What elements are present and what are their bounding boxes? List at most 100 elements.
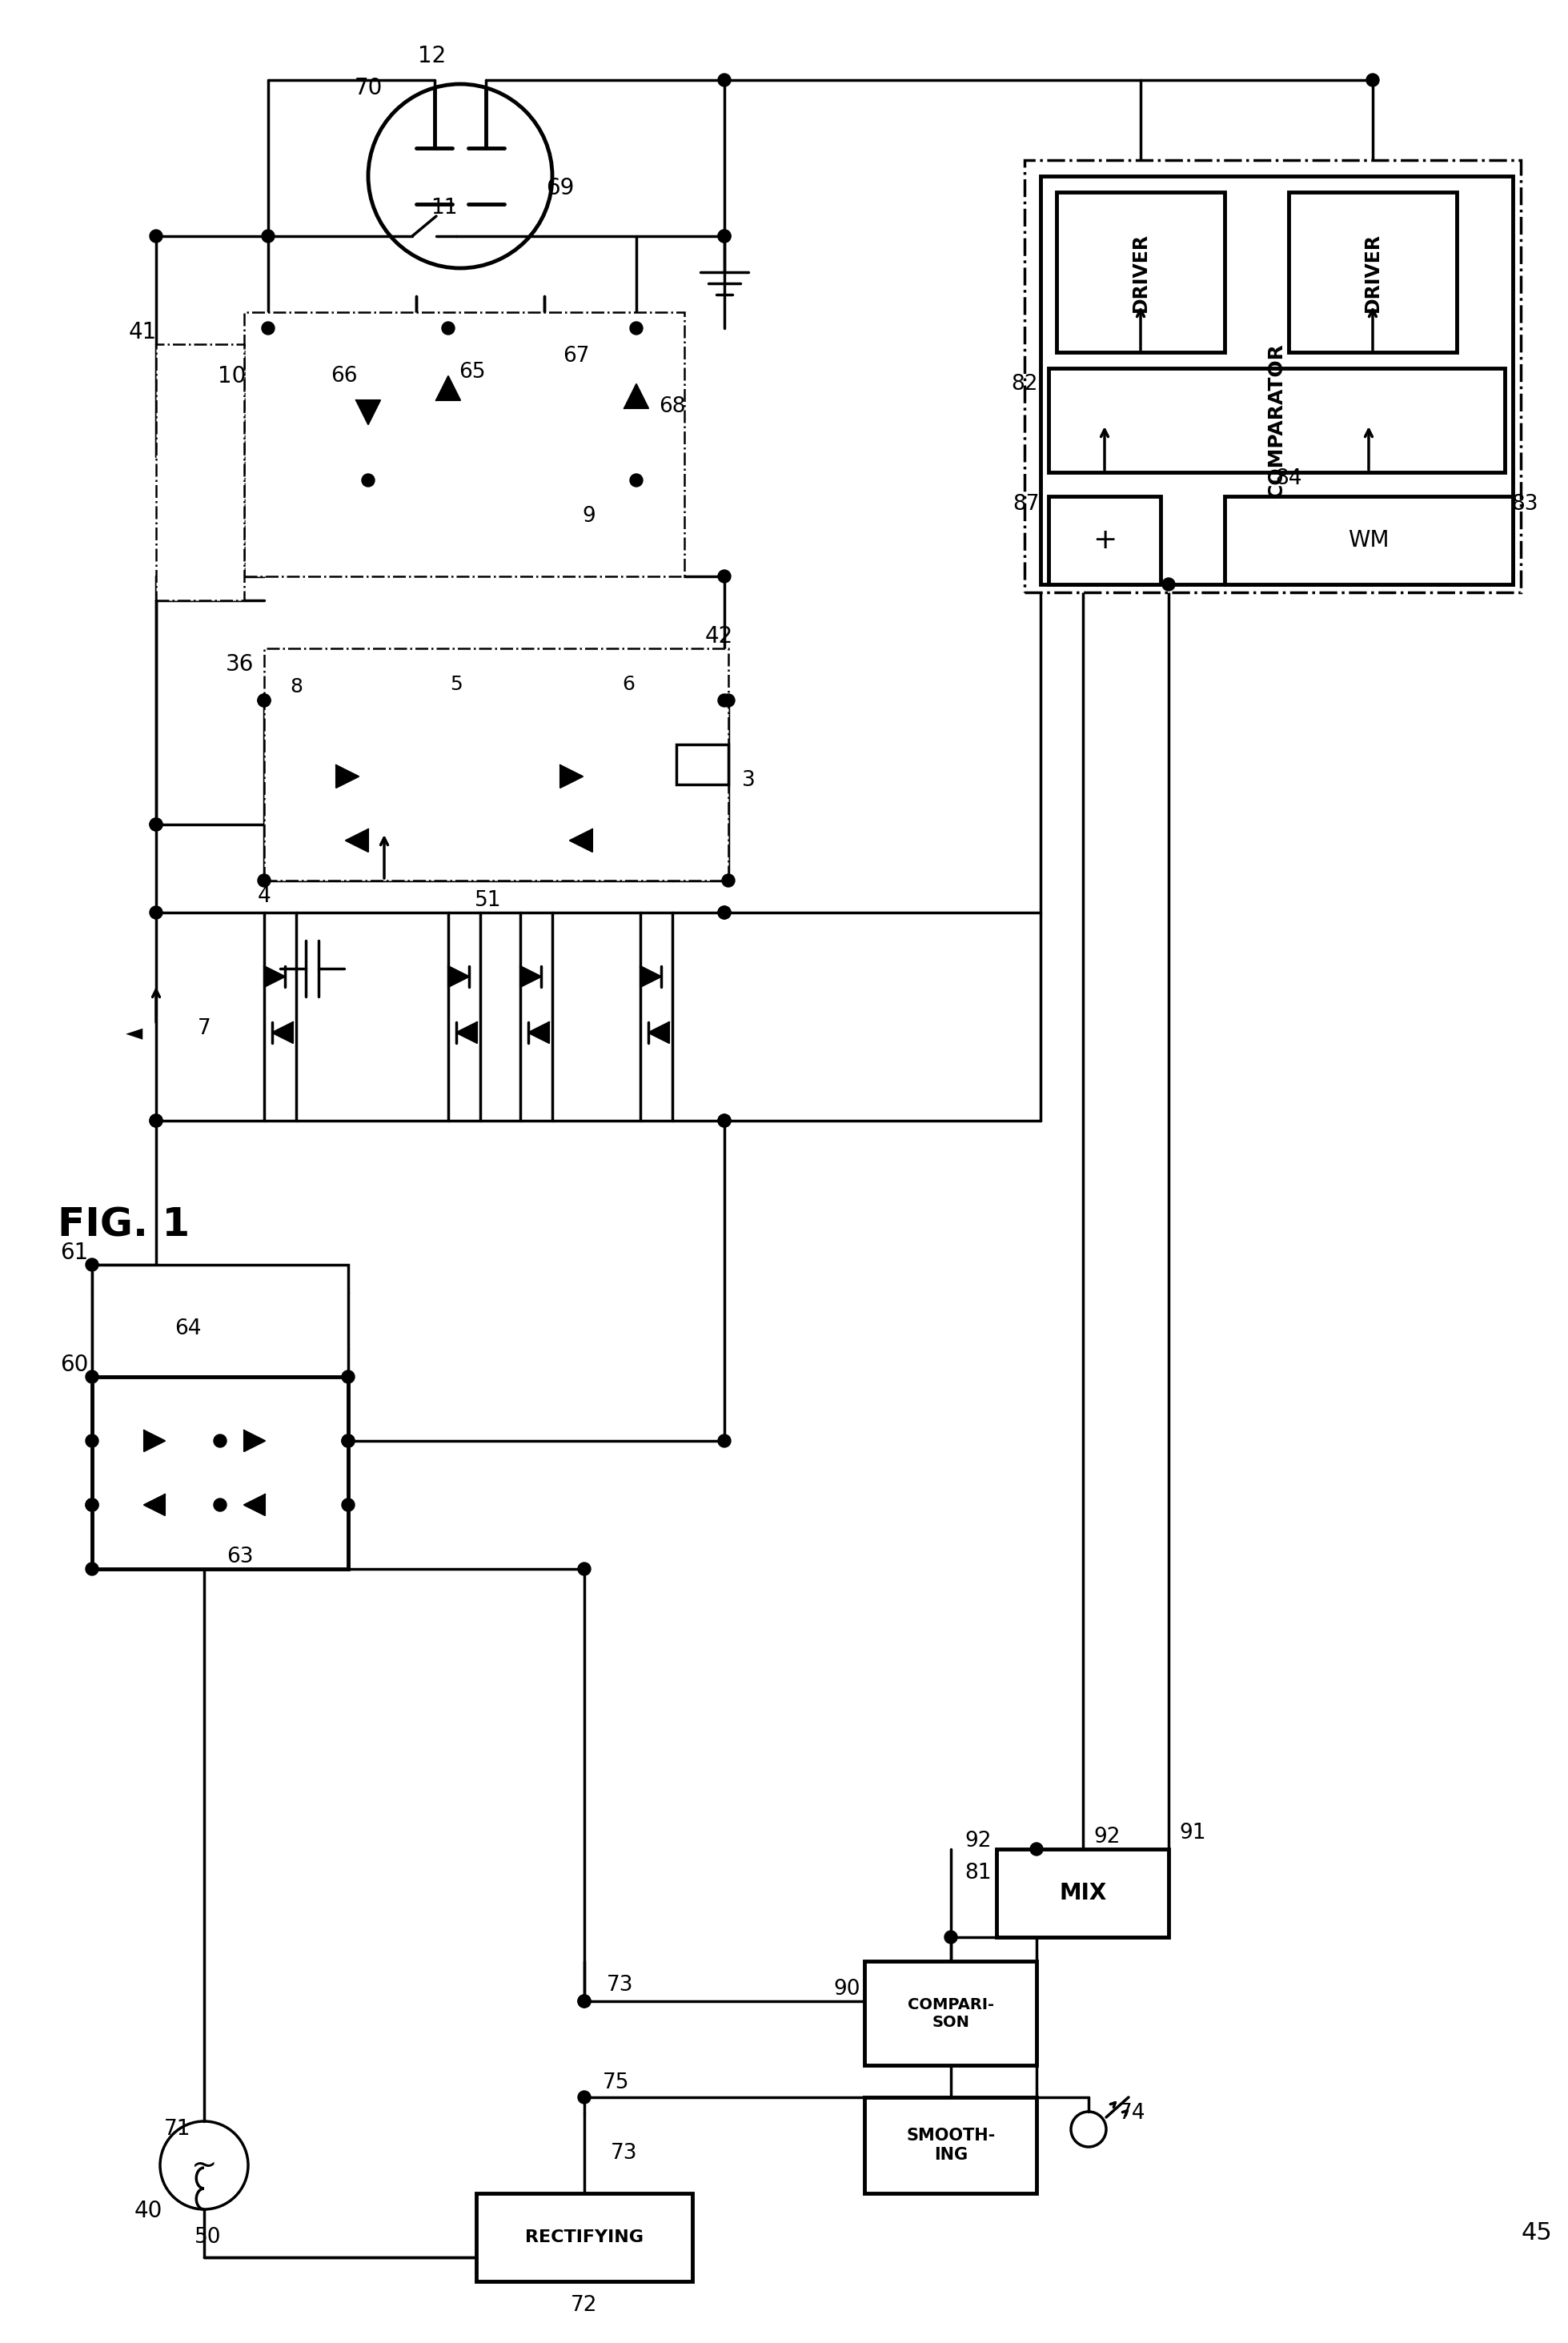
Text: 72: 72: [571, 2296, 597, 2315]
Text: 69: 69: [546, 178, 574, 199]
Circle shape: [718, 1115, 731, 1127]
Polygon shape: [336, 766, 359, 787]
Text: +: +: [1093, 527, 1116, 553]
Text: 61: 61: [60, 1242, 88, 1263]
Circle shape: [718, 73, 731, 87]
Text: 71: 71: [165, 2118, 191, 2139]
Bar: [864, 2097, 1036, 2193]
Text: ~: ~: [191, 2151, 216, 2181]
Circle shape: [86, 1500, 99, 1511]
Circle shape: [86, 1371, 99, 1382]
Text: 40: 40: [133, 2200, 162, 2221]
Text: 81: 81: [964, 1863, 991, 1884]
Text: 68: 68: [659, 396, 685, 417]
Circle shape: [630, 321, 643, 335]
Circle shape: [86, 1258, 99, 1272]
Bar: [1024, 159, 1521, 593]
Bar: [93, 1378, 348, 1570]
Polygon shape: [560, 766, 583, 787]
Circle shape: [721, 874, 735, 888]
Text: 63: 63: [227, 1546, 254, 1567]
Text: 36: 36: [226, 654, 254, 675]
Circle shape: [718, 1115, 731, 1127]
Text: COMPARI-
SON: COMPARI- SON: [908, 1996, 994, 2029]
Polygon shape: [640, 965, 662, 986]
Text: 50: 50: [194, 2226, 221, 2247]
Circle shape: [86, 1500, 99, 1511]
Bar: [1057, 192, 1225, 351]
Polygon shape: [245, 1495, 265, 1516]
Text: 3: 3: [742, 771, 756, 792]
Circle shape: [86, 1563, 99, 1574]
Circle shape: [718, 569, 731, 583]
Circle shape: [262, 230, 274, 244]
Polygon shape: [356, 401, 379, 424]
Text: 84: 84: [1275, 469, 1301, 490]
Bar: [1049, 368, 1505, 473]
Text: 60: 60: [60, 1354, 89, 1375]
Text: RECTIFYING: RECTIFYING: [525, 2228, 643, 2245]
Polygon shape: [624, 384, 648, 408]
Circle shape: [718, 1434, 731, 1448]
Circle shape: [213, 1500, 226, 1511]
Text: COMPARATOR: COMPARATOR: [1267, 342, 1286, 497]
Polygon shape: [528, 1022, 549, 1043]
Bar: [997, 1849, 1168, 1938]
Circle shape: [149, 818, 163, 832]
Circle shape: [718, 907, 731, 918]
Circle shape: [342, 1434, 354, 1448]
Text: 67: 67: [563, 347, 590, 366]
Bar: [1289, 192, 1457, 351]
Circle shape: [213, 1434, 226, 1448]
Bar: [676, 745, 729, 785]
Circle shape: [1030, 1842, 1043, 1856]
Text: 41: 41: [129, 321, 157, 344]
Polygon shape: [436, 377, 461, 401]
Text: 91: 91: [1179, 1823, 1206, 1844]
Circle shape: [86, 1434, 99, 1448]
Bar: [1049, 497, 1160, 583]
Polygon shape: [144, 1432, 165, 1450]
Text: DRIVER: DRIVER: [1363, 232, 1383, 312]
Text: 73: 73: [612, 2144, 638, 2163]
Text: 8: 8: [290, 677, 303, 696]
Text: DRIVER: DRIVER: [1131, 232, 1151, 312]
Circle shape: [579, 2090, 591, 2104]
Text: 9: 9: [582, 506, 596, 527]
Text: 12: 12: [419, 45, 447, 68]
Text: 82: 82: [1011, 375, 1038, 394]
Circle shape: [579, 1994, 591, 2008]
Text: 66: 66: [331, 366, 358, 387]
Circle shape: [342, 1500, 354, 1511]
Text: MIX: MIX: [1060, 1881, 1107, 1905]
Polygon shape: [648, 1022, 670, 1043]
Circle shape: [149, 1115, 163, 1127]
Text: 5: 5: [450, 675, 463, 694]
Text: 45: 45: [1521, 2221, 1552, 2245]
Circle shape: [579, 1563, 591, 1574]
Bar: [245, 312, 684, 576]
Polygon shape: [144, 1495, 165, 1516]
Circle shape: [579, 1994, 591, 2008]
Bar: [477, 2193, 693, 2282]
Bar: [263, 649, 729, 881]
Circle shape: [342, 1434, 354, 1448]
Polygon shape: [448, 965, 469, 986]
Polygon shape: [521, 965, 541, 986]
Text: 83: 83: [1512, 494, 1538, 515]
Polygon shape: [569, 829, 593, 853]
Text: 11: 11: [431, 197, 458, 218]
Circle shape: [721, 694, 735, 708]
Text: 92: 92: [964, 1830, 991, 1851]
Circle shape: [149, 907, 163, 918]
Circle shape: [149, 1115, 163, 1127]
Circle shape: [1366, 73, 1380, 87]
Text: FIG. 1: FIG. 1: [58, 1207, 190, 1244]
Circle shape: [149, 818, 163, 832]
Polygon shape: [245, 1432, 265, 1450]
Text: 7: 7: [198, 1019, 210, 1038]
Text: 92: 92: [1093, 1828, 1121, 1849]
Circle shape: [718, 907, 731, 918]
Polygon shape: [263, 965, 285, 986]
Circle shape: [257, 874, 271, 888]
